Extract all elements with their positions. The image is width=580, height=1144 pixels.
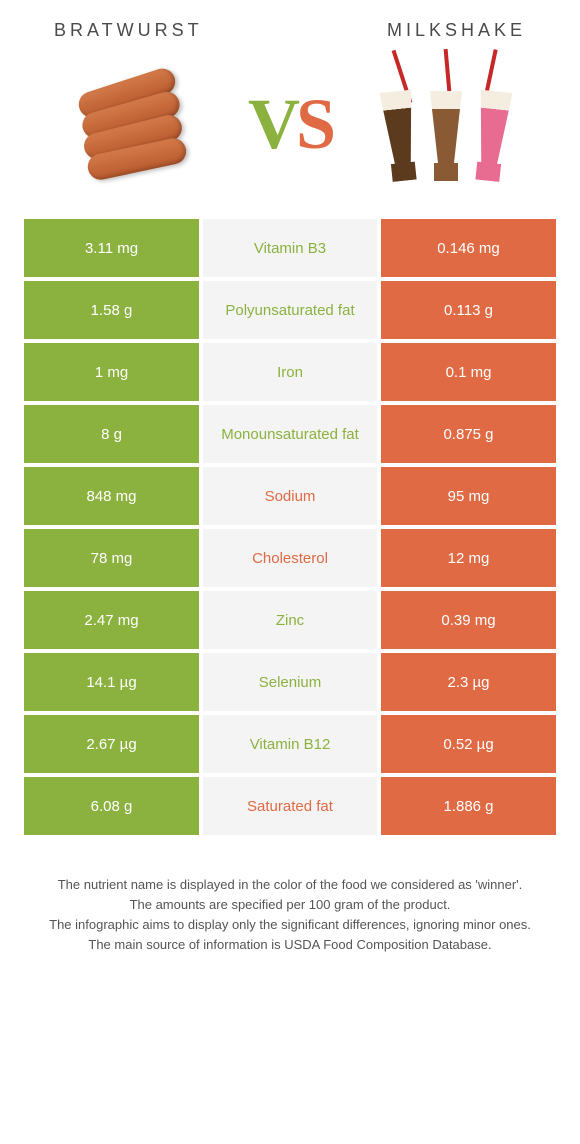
right-value-cell: 0.39 mg xyxy=(381,591,556,649)
images-row: VS xyxy=(24,59,556,189)
table-row: 2.47 mgZinc0.39 mg xyxy=(24,591,556,649)
right-value-cell: 12 mg xyxy=(381,529,556,587)
right-value-cell: 0.875 g xyxy=(381,405,556,463)
table-row: 8 gMonounsaturated fat0.875 g xyxy=(24,405,556,463)
table-row: 848 mgSodium95 mg xyxy=(24,467,556,525)
milkshake-image xyxy=(376,59,526,189)
table-row: 78 mgCholesterol12 mg xyxy=(24,529,556,587)
nutrient-name-cell: Polyunsaturated fat xyxy=(203,281,377,339)
vs-label: VS xyxy=(248,83,332,166)
milkshake-icon xyxy=(376,59,526,189)
table-row: 1.58 gPolyunsaturated fat0.113 g xyxy=(24,281,556,339)
left-value-cell: 2.67 µg xyxy=(24,715,199,773)
nutrient-name-cell: Monounsaturated fat xyxy=(203,405,377,463)
table-row: 14.1 µgSelenium2.3 µg xyxy=(24,653,556,711)
footer-line-3: The infographic aims to display only the… xyxy=(36,915,544,935)
footer-line-4: The main source of information is USDA F… xyxy=(36,935,544,955)
footer-notes: The nutrient name is displayed in the co… xyxy=(24,875,556,956)
table-row: 3.11 mgVitamin B30.146 mg xyxy=(24,219,556,277)
left-value-cell: 14.1 µg xyxy=(24,653,199,711)
header-row: BRATWURST MILKSHAKE xyxy=(24,20,556,41)
bratwurst-image xyxy=(54,59,204,189)
right-value-cell: 0.52 µg xyxy=(381,715,556,773)
vs-v: V xyxy=(248,84,296,164)
table-row: 6.08 gSaturated fat1.886 g xyxy=(24,777,556,835)
left-value-cell: 1 mg xyxy=(24,343,199,401)
nutrient-name-cell: Cholesterol xyxy=(203,529,377,587)
left-value-cell: 78 mg xyxy=(24,529,199,587)
nutrient-name-cell: Sodium xyxy=(203,467,377,525)
nutrient-table: 3.11 mgVitamin B30.146 mg1.58 gPolyunsat… xyxy=(24,219,556,835)
left-value-cell: 3.11 mg xyxy=(24,219,199,277)
right-value-cell: 0.113 g xyxy=(381,281,556,339)
right-value-cell: 95 mg xyxy=(381,467,556,525)
nutrient-name-cell: Iron xyxy=(203,343,377,401)
left-value-cell: 1.58 g xyxy=(24,281,199,339)
nutrient-name-cell: Vitamin B3 xyxy=(203,219,377,277)
vs-s: S xyxy=(296,84,332,164)
left-food-title: BRATWURST xyxy=(54,20,203,41)
left-value-cell: 2.47 mg xyxy=(24,591,199,649)
nutrient-name-cell: Vitamin B12 xyxy=(203,715,377,773)
sausage-icon xyxy=(59,74,199,174)
left-value-cell: 8 g xyxy=(24,405,199,463)
table-row: 2.67 µgVitamin B120.52 µg xyxy=(24,715,556,773)
footer-line-2: The amounts are specified per 100 gram o… xyxy=(36,895,544,915)
left-value-cell: 848 mg xyxy=(24,467,199,525)
nutrient-name-cell: Selenium xyxy=(203,653,377,711)
right-value-cell: 0.146 mg xyxy=(381,219,556,277)
nutrient-name-cell: Zinc xyxy=(203,591,377,649)
right-value-cell: 1.886 g xyxy=(381,777,556,835)
right-food-title: MILKSHAKE xyxy=(387,20,526,41)
footer-line-1: The nutrient name is displayed in the co… xyxy=(36,875,544,895)
right-value-cell: 0.1 mg xyxy=(381,343,556,401)
nutrient-name-cell: Saturated fat xyxy=(203,777,377,835)
table-row: 1 mgIron0.1 mg xyxy=(24,343,556,401)
right-value-cell: 2.3 µg xyxy=(381,653,556,711)
left-value-cell: 6.08 g xyxy=(24,777,199,835)
